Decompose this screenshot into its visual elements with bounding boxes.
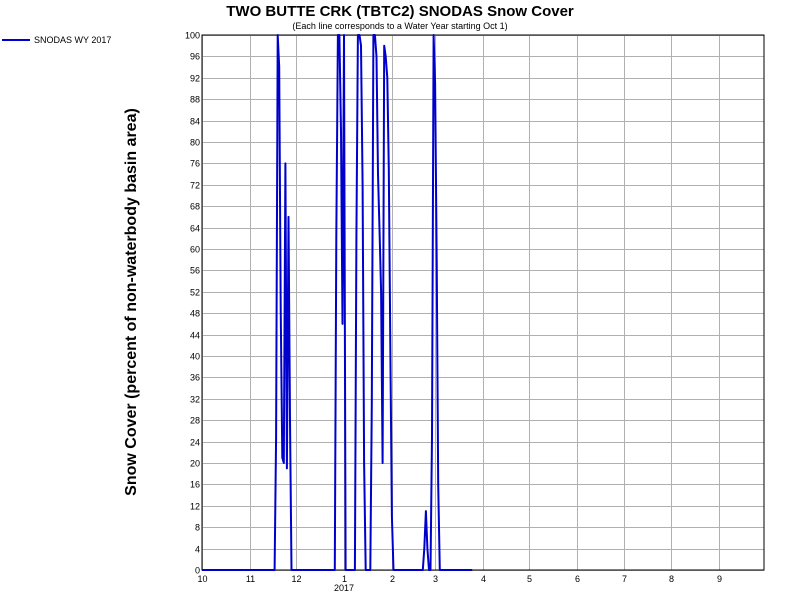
y-tick-label: 16 — [190, 480, 200, 490]
y-tick-label: 28 — [190, 416, 200, 426]
x-axis-year-label: 2017 — [334, 583, 354, 593]
y-axis-ticks: 0481216202428323640444852566064687276808… — [185, 31, 200, 576]
x-tick-label: 2 — [390, 574, 395, 584]
plot-area-frame — [201, 34, 765, 571]
y-tick-label: 20 — [190, 459, 200, 469]
x-tick-label: 4 — [481, 574, 486, 584]
y-tick-label: 64 — [190, 224, 200, 234]
series-layer — [202, 34, 473, 571]
y-tick-label: 12 — [190, 502, 200, 512]
y-tick-label: 56 — [190, 266, 200, 276]
x-tick-label: 7 — [622, 574, 627, 584]
y-axis-label: Snow Cover (percent of non-waterbody bas… — [123, 108, 140, 496]
y-tick-label: 92 — [190, 74, 200, 84]
grid — [202, 35, 764, 571]
y-tick-label: 0 — [195, 566, 200, 576]
y-tick-label: 44 — [190, 331, 200, 341]
y-tick-label: 96 — [190, 52, 200, 62]
x-tick-label: 1 — [342, 574, 347, 584]
y-tick-label: 72 — [190, 181, 200, 191]
y-tick-label: 4 — [195, 545, 200, 555]
y-tick-label: 32 — [190, 395, 200, 405]
y-tick-label: 40 — [190, 352, 200, 362]
y-tick-label: 80 — [190, 138, 200, 148]
x-tick-label: 8 — [669, 574, 674, 584]
x-tick-label: 6 — [575, 574, 580, 584]
x-tick-label: 11 — [246, 574, 255, 584]
series-line — [202, 34, 473, 571]
x-tick-label: 5 — [527, 574, 532, 584]
chart-title: TWO BUTTE CRK (TBTC2) SNODAS Snow Cover — [226, 3, 574, 20]
y-tick-label: 100 — [185, 31, 200, 41]
x-tick-label: 3 — [433, 574, 438, 584]
y-tick-label: 36 — [190, 373, 200, 383]
x-tick-label: 10 — [197, 574, 207, 584]
legend: SNODAS WY 2017 — [2, 35, 111, 45]
y-tick-label: 88 — [190, 95, 200, 105]
x-axis-ticks: 10 11 12 1 2 3 4 5 6 7 8 9 — [197, 574, 722, 584]
legend-line-swatch — [2, 39, 30, 41]
y-tick-label: 24 — [190, 438, 200, 448]
y-tick-label: 84 — [190, 117, 200, 127]
y-tick-label: 48 — [190, 309, 200, 319]
y-tick-label: 60 — [190, 245, 200, 255]
y-tick-label: 8 — [195, 523, 200, 533]
y-tick-label: 52 — [190, 288, 200, 298]
y-tick-label: 68 — [190, 202, 200, 212]
y-tick-label: 76 — [190, 159, 200, 169]
x-tick-label: 12 — [291, 574, 301, 584]
chart-subtitle: (Each line corresponds to a Water Year s… — [292, 21, 507, 31]
x-tick-label: 9 — [717, 574, 722, 584]
legend-entry-label: SNODAS WY 2017 — [34, 35, 112, 45]
